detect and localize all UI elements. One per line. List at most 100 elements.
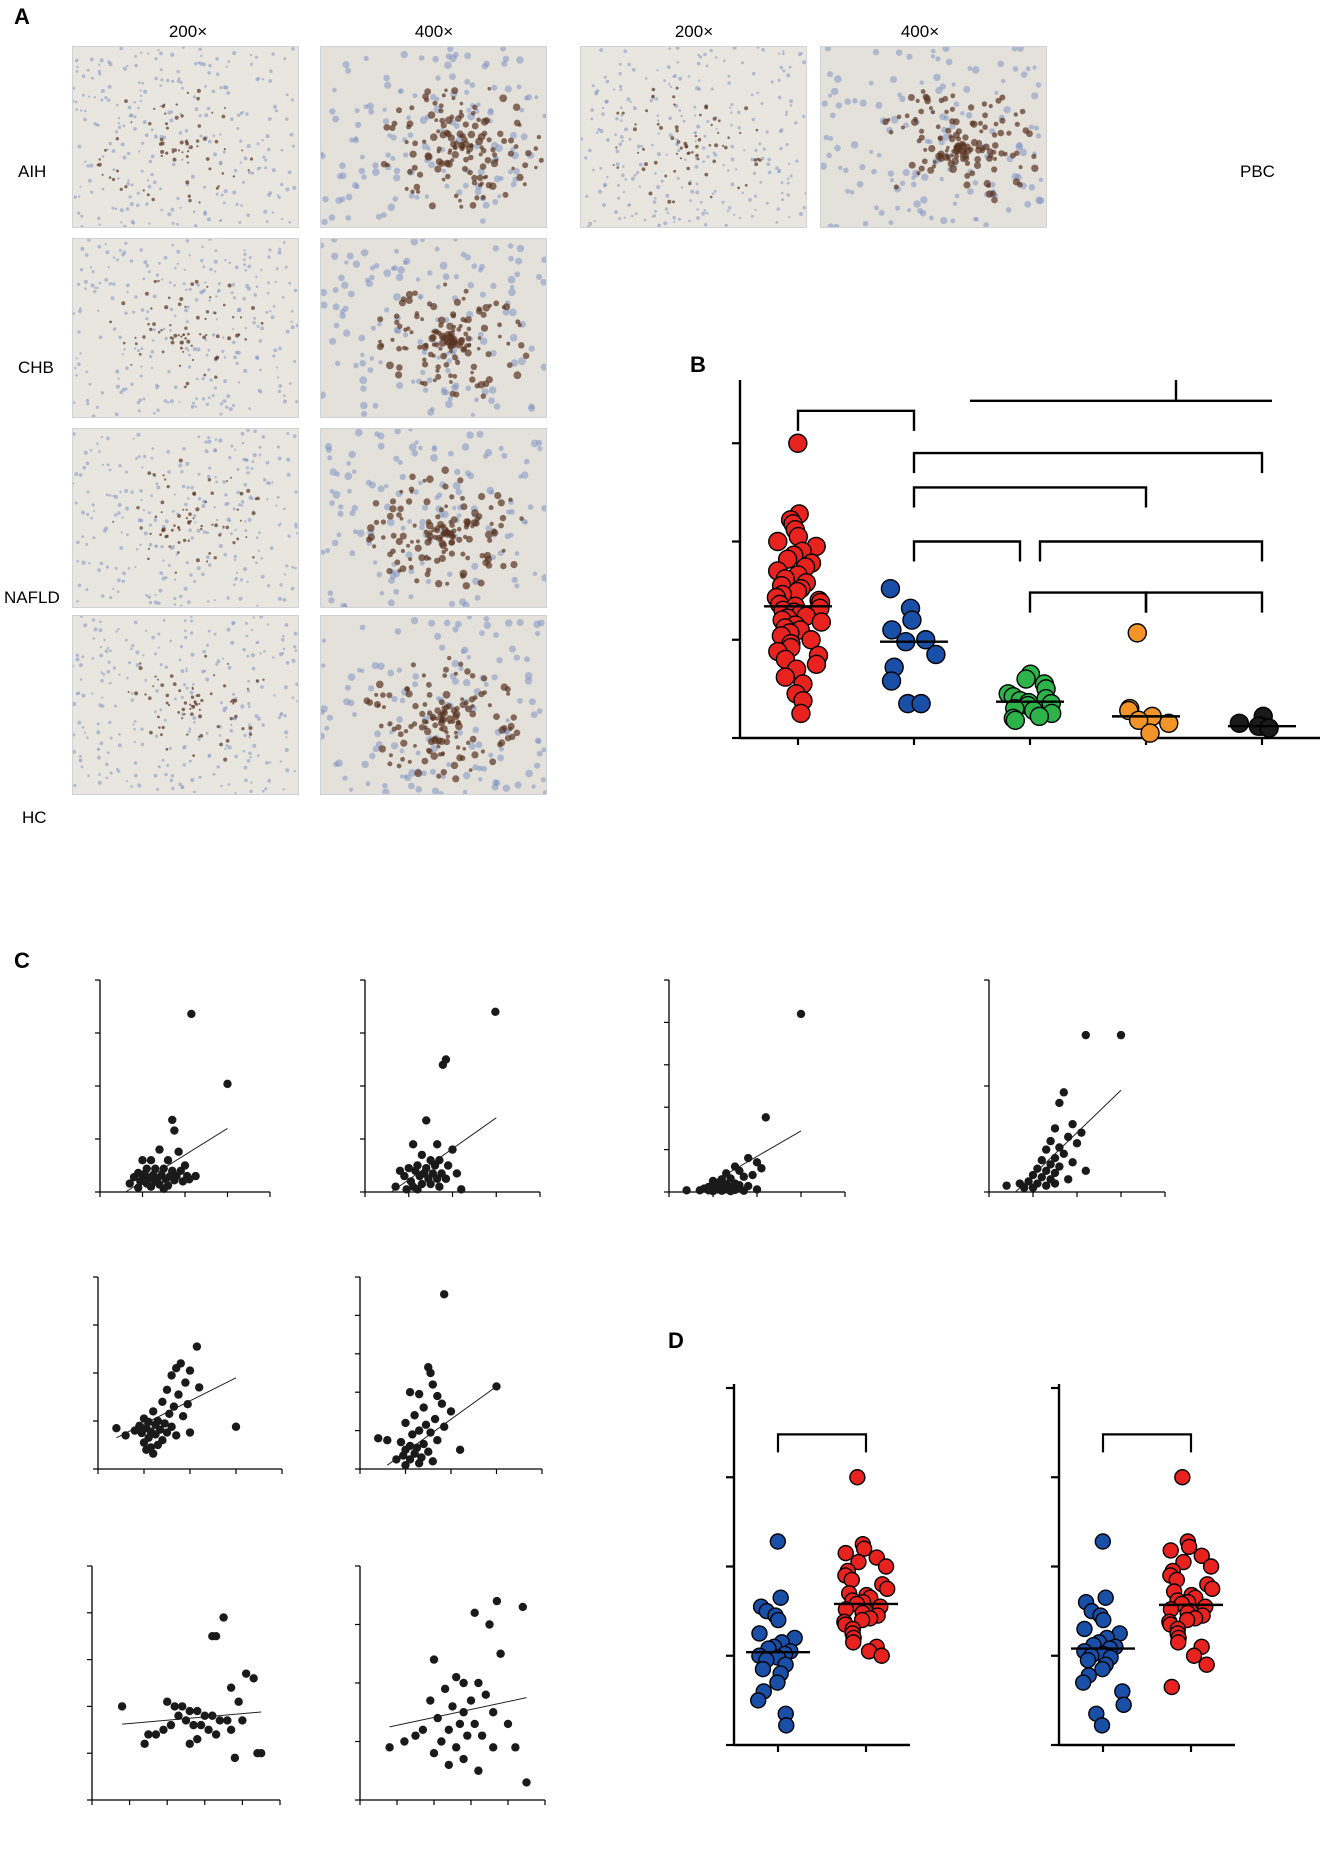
- data-point: [385, 1743, 394, 1752]
- data-point: [1095, 1611, 1112, 1629]
- data-point: [392, 1455, 401, 1464]
- data-point: [1016, 669, 1036, 689]
- data-point: [149, 1449, 158, 1458]
- data-point: [426, 1179, 435, 1189]
- data-point: [181, 1716, 191, 1725]
- data-point: [374, 1434, 383, 1443]
- data-point: [1094, 1533, 1112, 1550]
- micrograph-image: [820, 46, 1047, 228]
- data-point: [249, 1674, 258, 1683]
- data-point: [151, 1730, 161, 1739]
- data-point: [238, 1716, 247, 1725]
- data-point: [850, 1553, 867, 1571]
- data-point: [230, 1753, 240, 1763]
- data-point: [1097, 1589, 1114, 1606]
- data-point: [726, 1186, 735, 1196]
- data-point: [400, 1737, 409, 1746]
- data-point: [511, 1743, 520, 1752]
- data-point: [200, 1711, 209, 1720]
- row-label-pbc: PBC: [1240, 162, 1275, 181]
- data-point: [1050, 1124, 1060, 1133]
- data-point: [185, 1366, 195, 1375]
- data-point: [174, 1390, 183, 1399]
- data-point: [877, 1558, 895, 1575]
- data-point: [417, 1150, 427, 1160]
- magnification-label-pbc-200x: 200×: [674, 22, 714, 41]
- data-point: [1093, 1717, 1111, 1734]
- data-point: [134, 1183, 143, 1192]
- data-point: [459, 1708, 468, 1717]
- data-point: [444, 1760, 453, 1770]
- data-point: [1163, 1678, 1180, 1696]
- chart-c-alt: [664, 979, 846, 1197]
- data-point: [117, 1702, 127, 1711]
- data-point: [503, 1719, 513, 1729]
- data-point: [172, 1364, 181, 1373]
- data-point: [1159, 713, 1179, 733]
- data-point: [448, 1702, 457, 1711]
- chart-c-direct-bilirubin: [360, 979, 541, 1197]
- data-point: [1202, 1558, 1220, 1575]
- data-point: [880, 578, 901, 599]
- data-point: [1068, 1119, 1077, 1129]
- data-point: [418, 1725, 428, 1734]
- data-point: [192, 1342, 202, 1351]
- data-point: [481, 1690, 490, 1699]
- data-point: [1059, 1088, 1068, 1097]
- data-point: [178, 1412, 188, 1421]
- data-point: [752, 1185, 762, 1194]
- chart-d-fibrotic-stage: [1051, 1384, 1235, 1752]
- data-point: [439, 1422, 449, 1431]
- data-point: [181, 1378, 190, 1387]
- data-point: [226, 1725, 236, 1734]
- data-point: [396, 1437, 406, 1447]
- data-point: [162, 1428, 172, 1437]
- significance-bracket: [1101, 1433, 1193, 1453]
- data-point: [151, 1164, 160, 1173]
- data-point: [1050, 1168, 1060, 1178]
- data-point: [408, 1430, 417, 1439]
- data-point: [223, 1079, 232, 1089]
- data-point: [448, 1145, 457, 1154]
- micrograph-image: [72, 428, 299, 608]
- data-point: [1116, 1030, 1126, 1040]
- data-point: [163, 1156, 173, 1165]
- data-point: [172, 1431, 181, 1440]
- magnification-label-pbc-400x: 400×: [900, 22, 940, 41]
- data-point: [1180, 1538, 1198, 1556]
- chart-c-igg: [87, 1565, 281, 1805]
- data-point: [911, 693, 931, 714]
- data-point: [806, 654, 827, 675]
- data-point: [185, 1175, 194, 1184]
- data-point: [496, 1649, 505, 1658]
- data-point: [682, 1186, 691, 1195]
- data-point: [183, 1400, 192, 1409]
- chart-c-igm: [355, 1565, 546, 1805]
- data-point: [167, 1422, 176, 1431]
- data-point: [1037, 1172, 1046, 1182]
- data-point: [137, 1428, 146, 1438]
- data-point: [492, 1596, 502, 1606]
- data-point: [1055, 1162, 1064, 1171]
- data-point: [193, 1706, 202, 1716]
- data-point: [474, 1766, 483, 1775]
- data-point: [457, 1185, 466, 1194]
- data-point: [1114, 1683, 1131, 1700]
- data-point: [208, 1711, 217, 1720]
- data-point: [1055, 1098, 1064, 1108]
- data-point: [149, 1407, 158, 1416]
- data-point: [1055, 1143, 1064, 1152]
- data-point: [435, 1182, 444, 1191]
- micrograph-image: [72, 615, 299, 795]
- data-point: [155, 1145, 164, 1154]
- significance-bracket: [1038, 540, 1264, 562]
- micrograph-image: [72, 46, 299, 228]
- data-point: [421, 1420, 431, 1430]
- significance-bracket: [912, 486, 1148, 508]
- data-point: [788, 433, 808, 453]
- data-point: [466, 1696, 476, 1705]
- data-point: [433, 1713, 442, 1723]
- data-point: [752, 1158, 762, 1167]
- data-point: [160, 1419, 169, 1428]
- data-point: [413, 1185, 422, 1194]
